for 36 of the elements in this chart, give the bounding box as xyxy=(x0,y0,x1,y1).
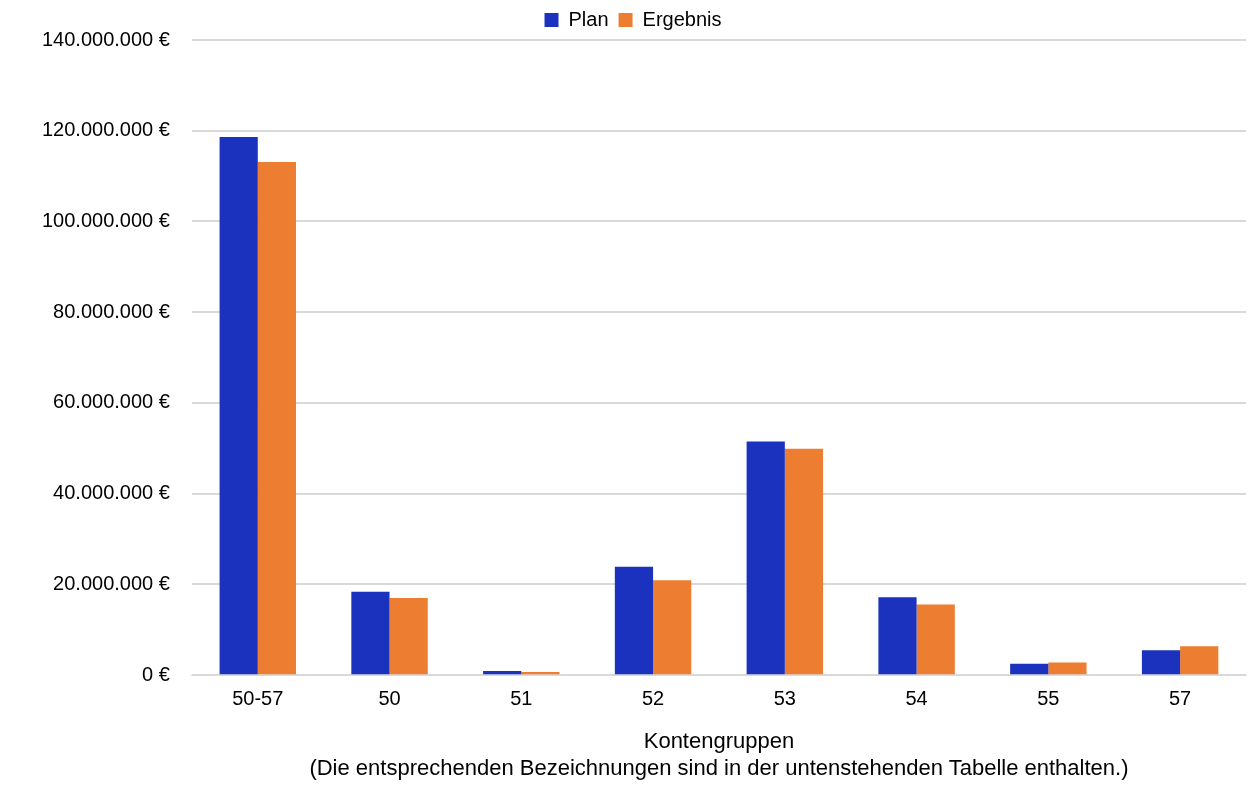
y-tick-label: 100.000.000 € xyxy=(41,209,170,231)
x-tick-label: 57 xyxy=(1168,686,1192,709)
x-tick-label: 51 xyxy=(510,686,533,709)
bar xyxy=(219,137,258,675)
bar xyxy=(521,672,560,675)
text: (Die entsprechenden Bezeichnungen sind in der untenstehenden Tabelle enthalten.) xyxy=(309,754,1129,780)
bar xyxy=(1048,662,1087,675)
bar xyxy=(746,441,785,675)
x-tick-label: 52 xyxy=(641,686,665,709)
x-tick-label: 53 xyxy=(773,686,796,709)
legend-label: Plan xyxy=(568,7,609,30)
y-tick-label: 40.000.000 € xyxy=(53,481,170,504)
bar xyxy=(784,448,824,675)
bar xyxy=(389,598,428,675)
bar xyxy=(653,580,692,675)
y-tick-label: 120.000.000 € xyxy=(41,118,170,141)
x-tick-label: 50-57 xyxy=(232,686,284,709)
y-tick-label: 60.000.000 € xyxy=(53,390,170,413)
bar xyxy=(1141,650,1181,675)
y-tick-label: 20.000.000 € xyxy=(53,571,170,594)
bar xyxy=(1010,663,1049,675)
bar xyxy=(614,566,654,675)
legend-label: Ergebnis xyxy=(642,7,722,30)
y-tick-label: 140.000.000 € xyxy=(41,27,170,50)
bar xyxy=(878,597,917,675)
y-tick-label: 0 € xyxy=(142,662,170,685)
x-axis-title: Kontengruppen xyxy=(643,728,795,754)
x-tick-label: 50 xyxy=(378,686,401,709)
bar xyxy=(1180,646,1219,675)
y-tick-label: 80.000.000 € xyxy=(53,299,170,322)
x-tick-label: 54 xyxy=(905,686,928,709)
bar xyxy=(257,162,296,675)
bar xyxy=(916,604,955,675)
bar xyxy=(351,591,390,675)
bar xyxy=(483,671,522,675)
x-tick-label: 55 xyxy=(1037,686,1060,709)
